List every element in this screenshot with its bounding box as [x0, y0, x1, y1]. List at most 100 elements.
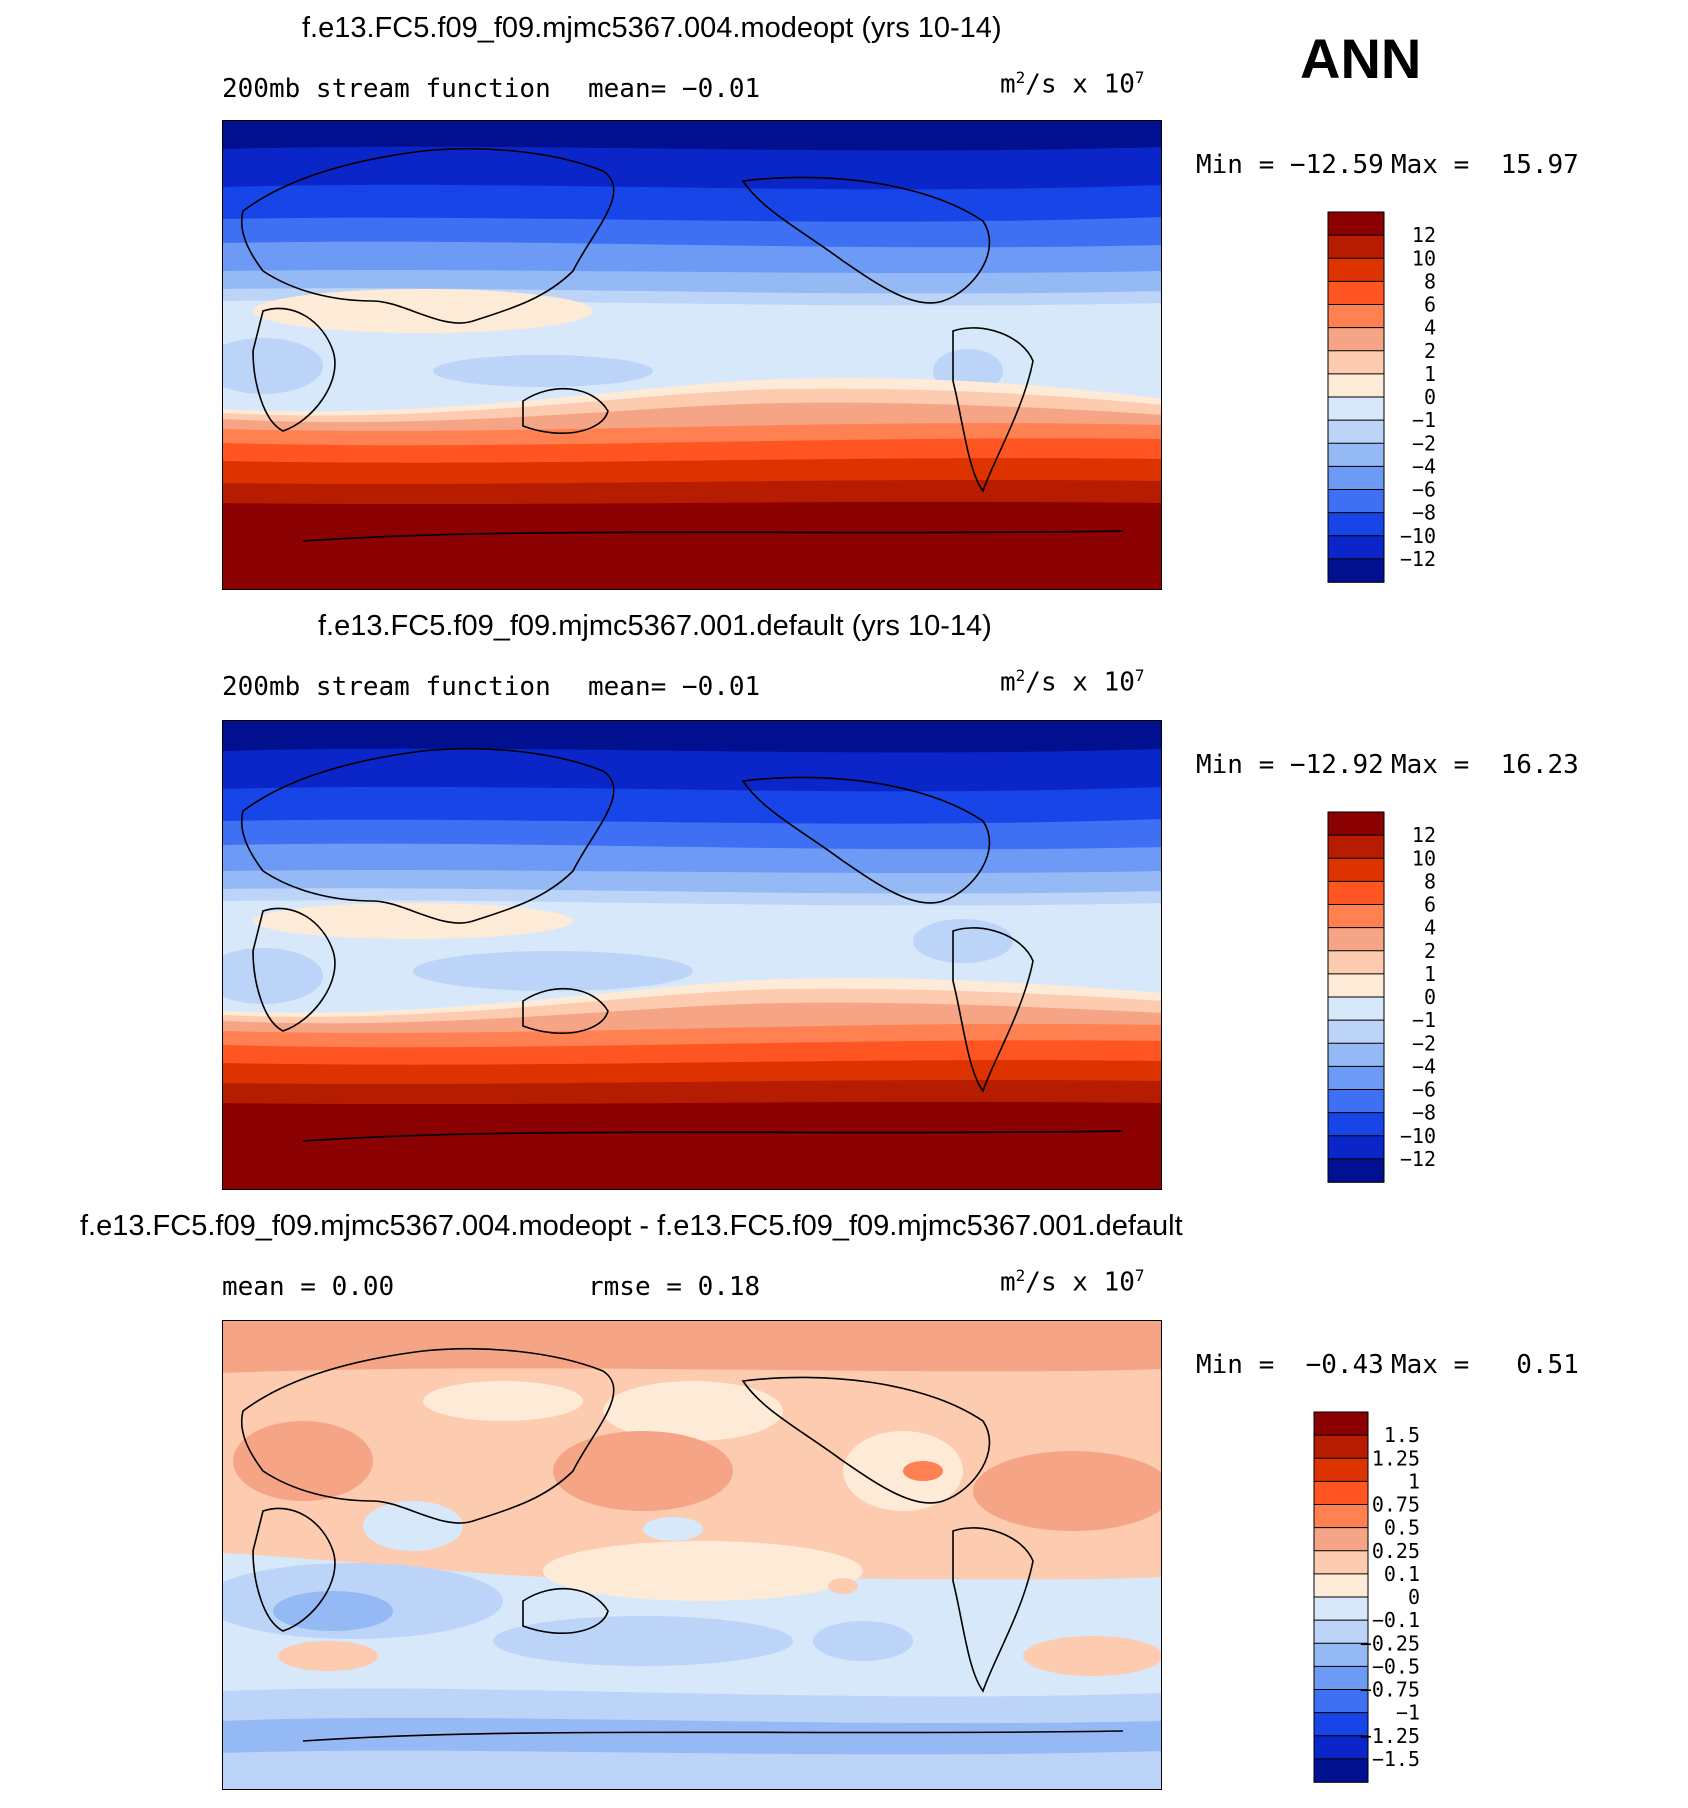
- panel1-max: Max = 15.97: [1391, 150, 1579, 180]
- panel2-title: f.e13.FC5.f09_f09.mjmc5367.001.default (…: [318, 610, 992, 642]
- panel1-colorbar: 12 10 8 6 4 2 1 0 −1 −2 −4 −6 −8 −10 −12: [1327, 211, 1448, 584]
- panel1-map: [222, 120, 1162, 590]
- panel3-min: Min = −0.43: [1196, 1350, 1384, 1380]
- colorbar-level-label: 0: [1424, 385, 1436, 409]
- colorbar-swatch: [1327, 419, 1385, 445]
- panel1-variable: 200mb stream function: [222, 74, 551, 104]
- colorbar-swatch: [1327, 558, 1385, 583]
- colorbar-swatch: [1313, 1434, 1369, 1460]
- panel1-units: m2/s x 107: [1000, 68, 1145, 100]
- panel1-mean: mean= −0.01: [588, 74, 761, 104]
- colorbar-level-label: 6: [1424, 293, 1436, 317]
- colorbar-swatch: [1327, 904, 1385, 929]
- colorbar-level-label: −0.5: [1372, 1654, 1420, 1678]
- panel2-min: Min = −12.92: [1196, 750, 1384, 780]
- colorbar-swatch: [1327, 811, 1385, 836]
- panel2-mean: mean= −0.01: [588, 672, 761, 702]
- colorbar-level-label: 1.25: [1372, 1446, 1420, 1470]
- panel3-coastlines: [240, 1348, 1124, 1742]
- colorbar-swatch: [1327, 211, 1385, 236]
- colorbar-level-label: 12: [1412, 223, 1436, 247]
- colorbar-level-label: −12: [1400, 547, 1436, 571]
- panel2-variable: 200mb stream function: [222, 672, 551, 702]
- colorbar-swatch: [1327, 489, 1385, 514]
- panel3-units: m2/s x 107: [1000, 1266, 1145, 1298]
- panel2-units: m2/s x 107: [1000, 666, 1145, 698]
- colorbar-swatch: [1327, 1135, 1385, 1160]
- colorbar-swatch: [1327, 257, 1385, 283]
- colorbar-level-label: −2: [1412, 431, 1436, 455]
- colorbar-level-label: 1: [1424, 362, 1436, 386]
- colorbar-level-label: −12: [1400, 1147, 1436, 1171]
- colorbar-swatch: [1313, 1596, 1369, 1621]
- panel3-map: [222, 1320, 1162, 1790]
- colorbar-swatch: [1313, 1411, 1369, 1436]
- panel3-field: [223, 1321, 1161, 1789]
- colorbar-swatch: [1327, 327, 1385, 352]
- colorbar-swatch: [1327, 1042, 1385, 1068]
- panel2-coastlines: [240, 748, 1124, 1142]
- panel1-field: [223, 121, 1161, 589]
- colorbar-level-label: −0.1: [1372, 1608, 1420, 1632]
- colorbar-level-label: −1.5: [1372, 1747, 1420, 1771]
- colorbar-level-label: 1: [1424, 962, 1436, 986]
- colorbar-swatch: [1327, 1158, 1385, 1183]
- colorbar-swatch: [1313, 1758, 1369, 1783]
- colorbar-level-label: −1: [1412, 1008, 1436, 1032]
- panel2-max: Max = 16.23: [1391, 750, 1579, 780]
- colorbar-swatch: [1327, 396, 1385, 421]
- colorbar-level-label: 10: [1412, 246, 1436, 270]
- colorbar-level-label: 2: [1424, 339, 1436, 363]
- colorbar-swatch: [1327, 996, 1385, 1021]
- colorbar-level-label: −8: [1412, 501, 1436, 525]
- colorbar-level-label: −4: [1412, 1054, 1436, 1078]
- colorbar-swatch: [1313, 1573, 1369, 1598]
- colorbar-swatch: [1327, 512, 1385, 537]
- colorbar-level-label: −10: [1400, 1124, 1436, 1148]
- colorbar-swatch: [1313, 1527, 1369, 1552]
- panel1-min: Min = −12.59: [1196, 150, 1384, 180]
- panel3-colorbar: 1.5 1.25 1 0.75 0.5 0.25 0.1 0 −0.1 −0.25 −0.5 −0.7…: [1313, 1411, 1454, 1784]
- colorbar-swatch: [1327, 880, 1385, 906]
- panel3-rmse: rmse = 0.18: [588, 1272, 761, 1302]
- colorbar-swatch: [1327, 234, 1385, 260]
- panel2-map: [222, 720, 1162, 1190]
- colorbar-swatch: [1327, 442, 1385, 468]
- colorbar-level-label: −4: [1412, 454, 1436, 478]
- colorbar-swatch: [1327, 350, 1385, 375]
- colorbar-swatch: [1327, 1065, 1385, 1091]
- colorbar-level-label: 8: [1424, 269, 1436, 293]
- colorbar-swatch: [1327, 535, 1385, 560]
- colorbar-swatch: [1327, 373, 1385, 398]
- colorbar-swatch: [1327, 857, 1385, 883]
- colorbar-level-label: −0.25: [1360, 1631, 1420, 1655]
- colorbar-level-label: −8: [1412, 1101, 1436, 1125]
- colorbar-swatch: [1327, 927, 1385, 952]
- colorbar-swatch: [1327, 834, 1385, 860]
- colorbar-level-label: −6: [1412, 1078, 1436, 1102]
- panel2-field: [223, 721, 1161, 1189]
- season-label: ANN: [1300, 27, 1422, 90]
- colorbar-level-label: 8: [1424, 869, 1436, 893]
- colorbar-swatch: [1327, 973, 1385, 998]
- colorbar-level-label: 12: [1412, 823, 1436, 847]
- colorbar-level-label: 6: [1424, 893, 1436, 917]
- colorbar-swatch: [1327, 280, 1385, 306]
- colorbar-level-label: −1.25: [1360, 1724, 1420, 1748]
- colorbar-level-label: −0.75: [1360, 1678, 1420, 1702]
- colorbar-level-label: 0.5: [1384, 1516, 1420, 1540]
- colorbar-level-label: 10: [1412, 846, 1436, 870]
- colorbar-level-label: 1: [1408, 1469, 1420, 1493]
- colorbar-level-label: −1: [1396, 1701, 1420, 1725]
- colorbar-level-label: −6: [1412, 478, 1436, 502]
- colorbar-level-label: 4: [1424, 316, 1436, 340]
- colorbar-swatch: [1313, 1504, 1369, 1529]
- colorbar-level-label: 0: [1408, 1585, 1420, 1609]
- colorbar-level-label: 0.25: [1372, 1539, 1420, 1563]
- colorbar-level-label: −10: [1400, 524, 1436, 548]
- colorbar-swatch: [1327, 1112, 1385, 1137]
- colorbar-swatch: [1313, 1480, 1369, 1506]
- colorbar-level-label: −2: [1412, 1031, 1436, 1055]
- colorbar-swatch: [1327, 1019, 1385, 1045]
- colorbar-level-label: 4: [1424, 916, 1436, 940]
